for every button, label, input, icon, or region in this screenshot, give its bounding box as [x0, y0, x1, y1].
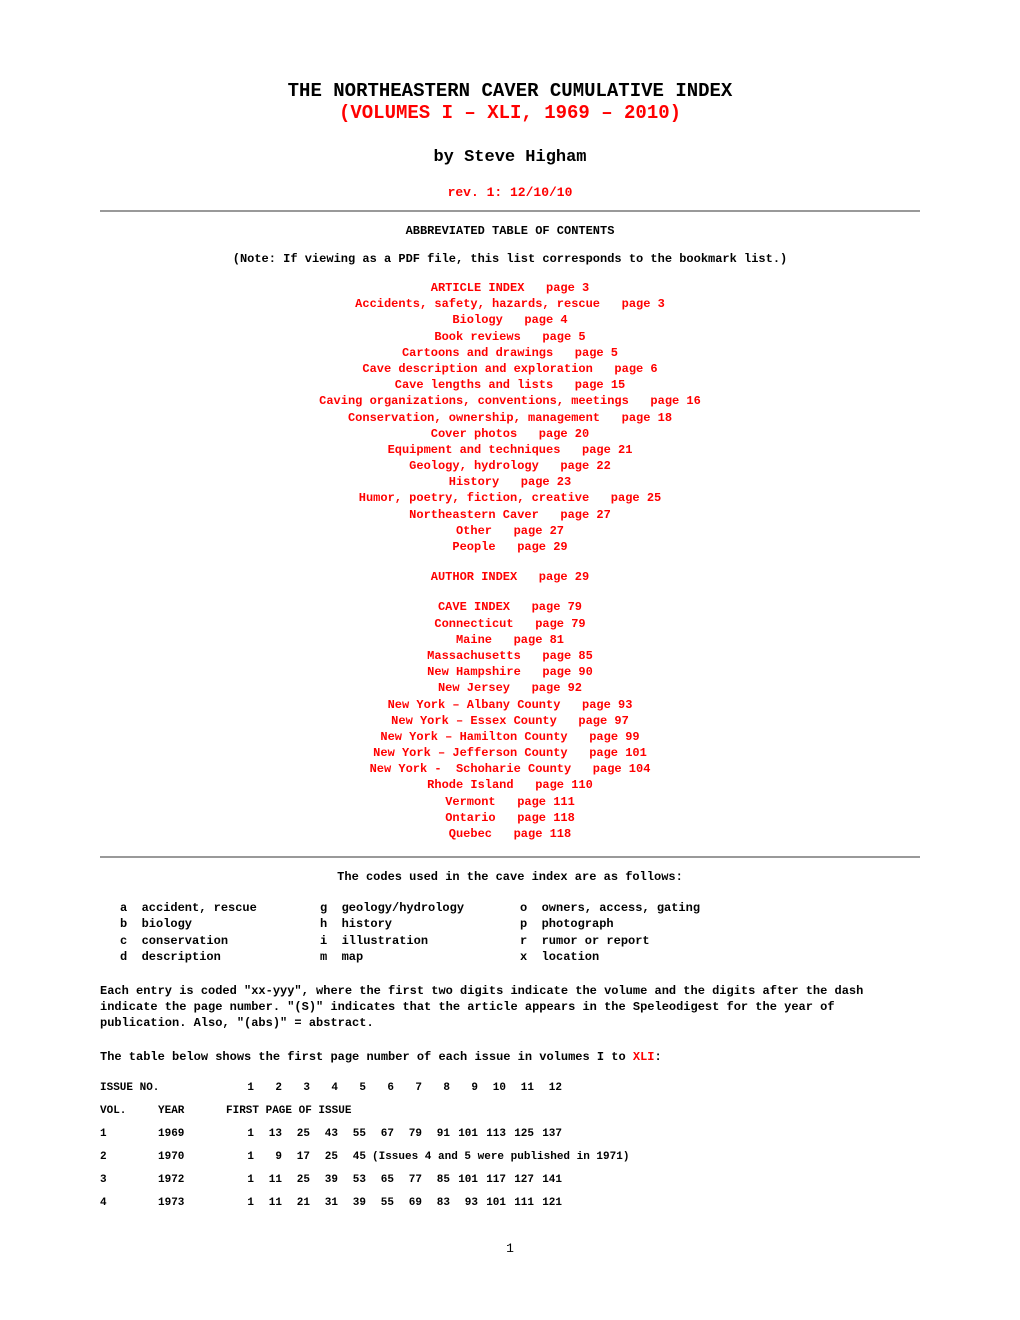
horizontal-rule-bottom [100, 856, 920, 858]
toc-entry: Quebec page 118 [100, 826, 920, 842]
toc-entry: CAVE INDEX page 79 [100, 599, 920, 615]
toc-entry: AUTHOR INDEX page 29 [100, 569, 920, 585]
toc-entry: Book reviews page 5 [100, 329, 920, 345]
codes-legend: a accident, rescue b biology c conservat… [120, 900, 920, 965]
toc-entry: Ontario page 118 [100, 810, 920, 826]
toc-entry: Geology, hydrology page 22 [100, 458, 920, 474]
toc-header: ABBREVIATED TABLE OF CONTENTS [100, 224, 920, 238]
issue-table-header-row: ISSUE NO.123456789101112 [100, 1082, 920, 1095]
intro-suffix: : [655, 1050, 662, 1064]
toc-entry: Cartoons and drawings page 5 [100, 345, 920, 361]
title-main: THE NORTHEASTERN CAVER CUMULATIVE INDEX [100, 80, 920, 102]
codes-intro: The codes used in the cave index are as … [100, 870, 920, 884]
toc-entry: Caving organizations, conventions, meeti… [100, 393, 920, 409]
toc-cave-index: CAVE INDEX page 79Connecticut page 79Mai… [100, 599, 920, 842]
issue-table-intro: The table below shows the first page num… [100, 1050, 920, 1064]
codes-column-2: g geology/hydrology h history i illustra… [320, 900, 520, 965]
toc-entry: Accidents, safety, hazards, rescue page … [100, 296, 920, 312]
toc-article-index: ARTICLE INDEX page 3Accidents, safety, h… [100, 280, 920, 555]
issue-table-row: 2197019172545(Issues 4 and 5 were publis… [100, 1151, 920, 1164]
toc-entry: ARTICLE INDEX page 3 [100, 280, 920, 296]
toc-entry: Humor, poetry, fiction, creative page 25 [100, 490, 920, 506]
issue-table-row: 31972111253953657785101117127141 [100, 1174, 920, 1187]
issue-table: ISSUE NO.123456789101112 VOL.YEARFIRST PA… [100, 1082, 920, 1211]
title-subtitle: (VOLUMES I – XLI, 1969 – 2010) [100, 102, 920, 124]
byline: by Steve Higham [100, 148, 920, 167]
issue-table-row: 11969113254355677991101113125137 [100, 1128, 920, 1141]
coding-explanation: Each entry is coded "xx-yyy", where the … [100, 983, 920, 1032]
toc-entry: Maine page 81 [100, 632, 920, 648]
toc-entry: Other page 27 [100, 523, 920, 539]
intro-prefix: The table below shows the first page num… [100, 1050, 633, 1064]
toc-entry: New York – Albany County page 93 [100, 697, 920, 713]
toc-entry: Equipment and techniques page 21 [100, 442, 920, 458]
toc-entry: People page 29 [100, 539, 920, 555]
toc-entry: New York – Essex County page 97 [100, 713, 920, 729]
toc-entry: New Hampshire page 90 [100, 664, 920, 680]
toc-entry: Cover photos page 20 [100, 426, 920, 442]
issue-table-row: 4197311121313955698393101111121 [100, 1197, 920, 1210]
toc-entry: New Jersey page 92 [100, 680, 920, 696]
toc-entry: New York – Hamilton County page 99 [100, 729, 920, 745]
toc-author-index: AUTHOR INDEX page 29 [100, 569, 920, 585]
toc-entry: Rhode Island page 110 [100, 777, 920, 793]
codes-column-3: o owners, access, gating p photograph r … [520, 900, 780, 965]
toc-entry: New York – Jefferson County page 101 [100, 745, 920, 761]
codes-column-1: a accident, rescue b biology c conservat… [120, 900, 320, 965]
toc-entry: Connecticut page 79 [100, 616, 920, 632]
toc-entry: Northeastern Caver page 27 [100, 507, 920, 523]
toc-entry: New York - Schoharie County page 104 [100, 761, 920, 777]
toc-entry: Cave lengths and lists page 15 [100, 377, 920, 393]
revision-line: rev. 1: 12/10/10 [100, 185, 920, 200]
page-number: 1 [100, 1241, 920, 1256]
toc-entry: Conservation, ownership, management page… [100, 410, 920, 426]
toc-entry: Cave description and exploration page 6 [100, 361, 920, 377]
intro-highlight: XLI [633, 1050, 655, 1064]
toc-entry: History page 23 [100, 474, 920, 490]
toc-entry: Massachusetts page 85 [100, 648, 920, 664]
horizontal-rule-top [100, 210, 920, 212]
toc-entry: Biology page 4 [100, 312, 920, 328]
toc-entry: Vermont page 111 [100, 794, 920, 810]
issue-table-subheader-row: VOL.YEARFIRST PAGE OF ISSUE [100, 1105, 920, 1118]
toc-note: (Note: If viewing as a PDF file, this li… [100, 252, 920, 266]
